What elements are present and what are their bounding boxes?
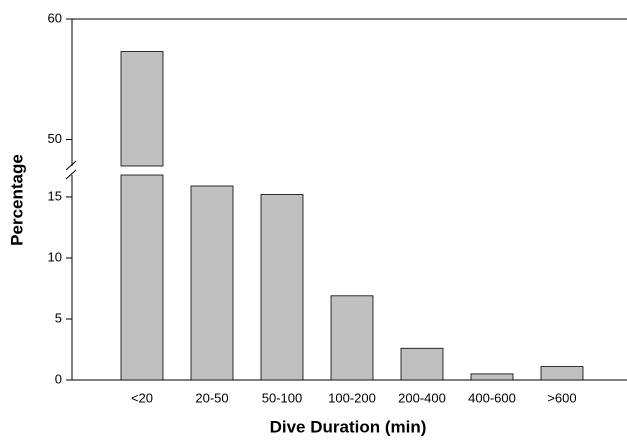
- y-tick-label: 5: [55, 310, 62, 325]
- bar: [540, 366, 584, 381]
- bar: [260, 194, 304, 381]
- x-tick-label: <20: [131, 390, 153, 405]
- bar: [330, 295, 374, 381]
- bar: [470, 373, 514, 381]
- y-tick-label: 50: [48, 131, 62, 146]
- x-tick-label: >600: [547, 390, 576, 405]
- x-tick-label: 50-100: [262, 390, 302, 405]
- y-axis-title: Percentage: [7, 154, 26, 246]
- x-tick-label: 400-600: [468, 390, 516, 405]
- bar: [190, 185, 234, 381]
- x-tick-label: 200-400: [398, 390, 446, 405]
- x-axis-title: Dive Duration (min): [270, 417, 427, 436]
- x-tick-label: 20-50: [195, 390, 228, 405]
- y-tick-label: 10: [48, 249, 62, 264]
- y-tick-label: 0: [55, 371, 62, 386]
- y-tick-label: 60: [48, 10, 62, 25]
- axis-break: [65, 160, 77, 171]
- bar: [400, 347, 444, 381]
- y-tick-label: 15: [48, 188, 62, 203]
- axis-break: [65, 169, 77, 180]
- x-tick-label: 100-200: [328, 390, 376, 405]
- bar: [120, 174, 164, 381]
- bar: [120, 51, 164, 167]
